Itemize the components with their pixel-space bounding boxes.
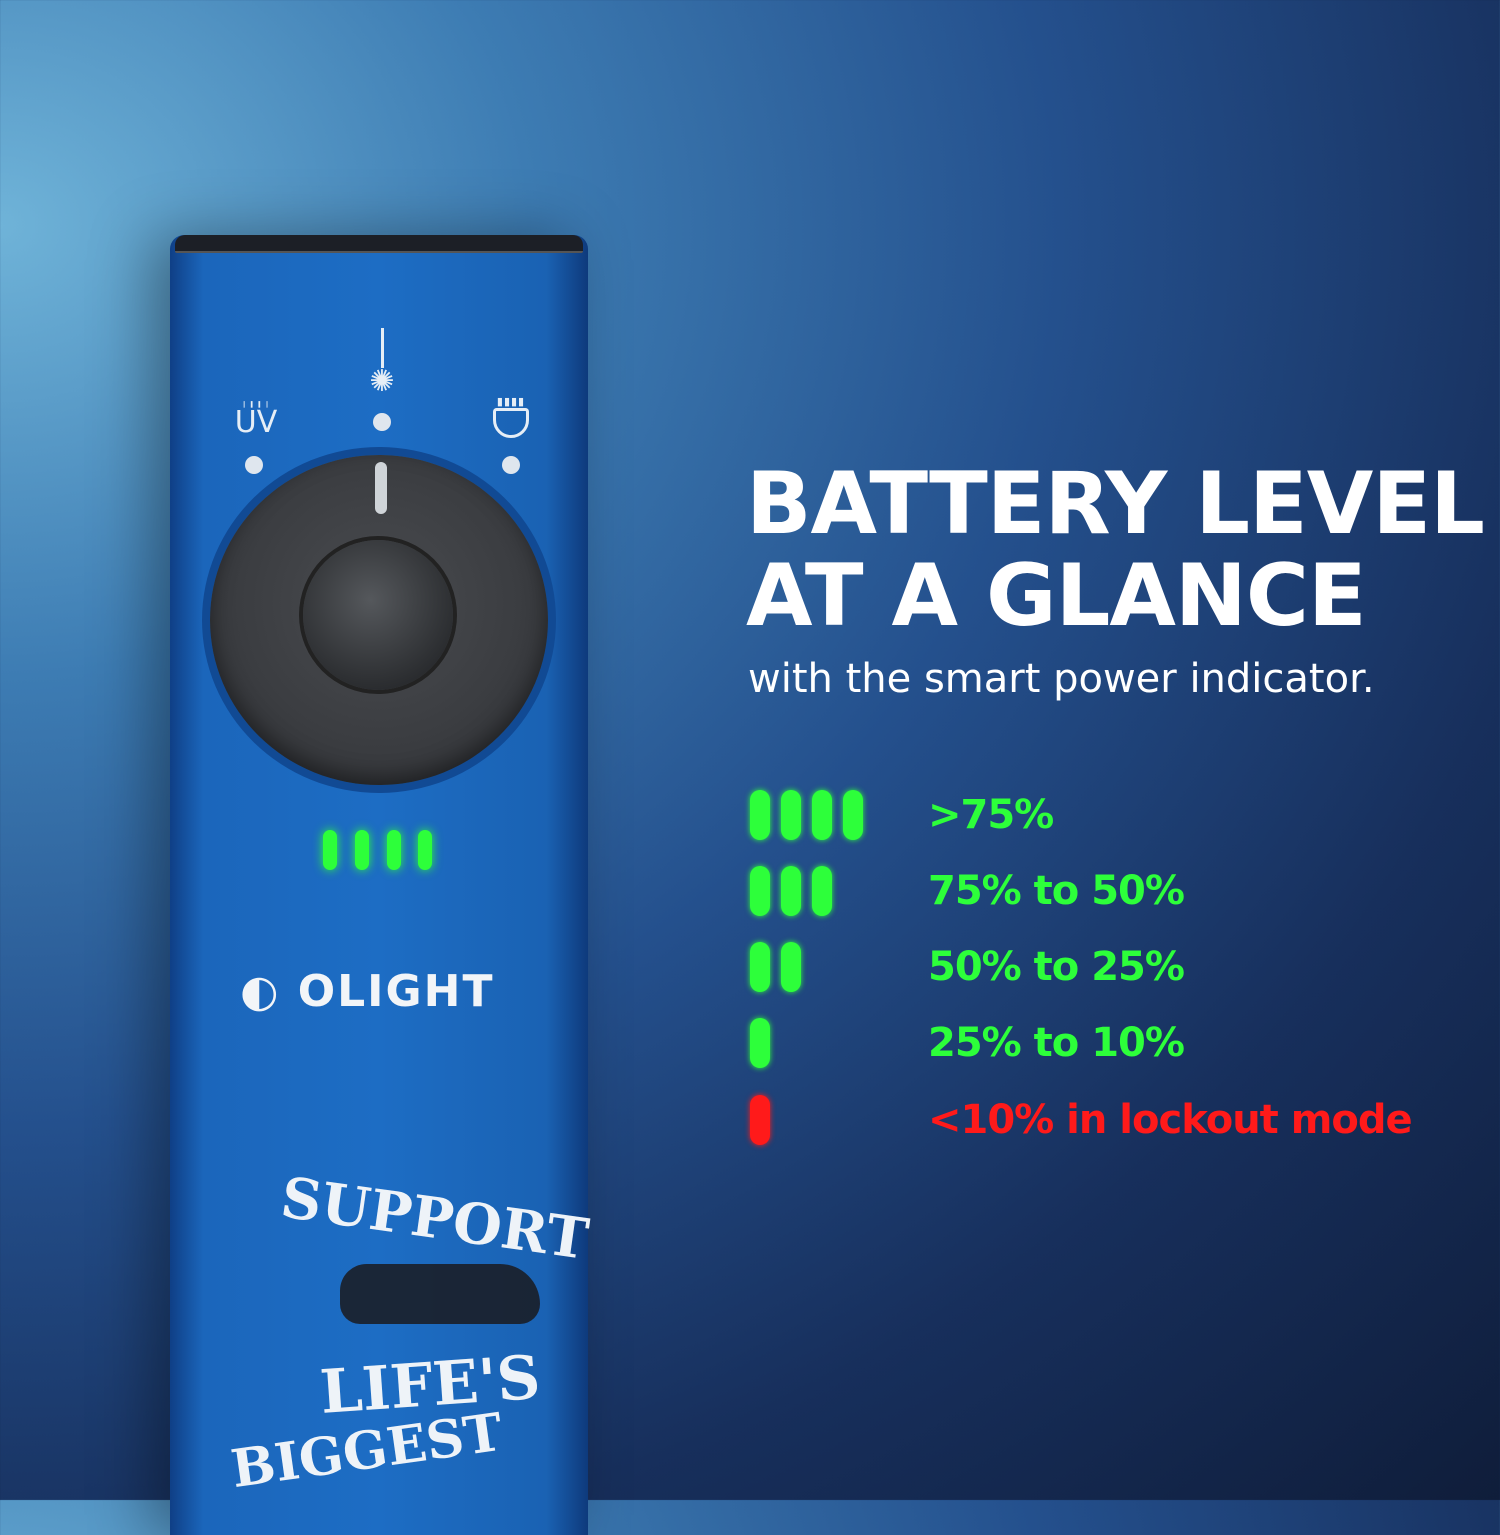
legend-row: 75% to 50%: [750, 866, 1450, 922]
dial-indicator-mark: [375, 462, 387, 514]
battery-bar-icon: [812, 866, 832, 916]
brand-logo-text: OLIGHT: [297, 966, 495, 1017]
legend-row: <10% in lockout mode: [750, 1095, 1450, 1151]
battery-bar-icon: [781, 942, 801, 992]
power-button[interactable]: [303, 540, 453, 690]
battery-bar-icon: [750, 866, 770, 916]
legend-label: >75%: [928, 792, 1054, 838]
laser-mode-dot: [373, 413, 391, 431]
battery-bar-icon: [843, 790, 863, 840]
indicator-led: [418, 830, 432, 870]
battery-bar-icon: [750, 1018, 770, 1068]
legend-row: 25% to 10%: [750, 1018, 1450, 1074]
dog-illustration: [340, 1264, 540, 1324]
headline: BATTERY LEVEL AT A GLANCE: [746, 454, 1485, 646]
subtitle: with the smart power indicator.: [748, 656, 1375, 702]
uv-light-icon: ╷╻╻╷ UV: [228, 396, 284, 438]
headline-line-2: AT A GLANCE: [746, 546, 1367, 646]
battery-bar-icon: [750, 942, 770, 992]
flood-light-icon: ▮▮▮▮: [488, 396, 534, 438]
uv-mode-dot: [245, 456, 263, 474]
legend-row: >75%: [750, 790, 1450, 846]
battery-bar-icon: [750, 1095, 770, 1145]
headline-line-1: BATTERY LEVEL: [746, 454, 1485, 554]
legend-label: 25% to 10%: [928, 1020, 1185, 1066]
brand-logo: ◐ OLIGHT: [240, 966, 495, 1017]
legend-label: 50% to 25%: [928, 944, 1185, 990]
uv-label: UV: [234, 405, 278, 440]
battery-bar-icon: [750, 790, 770, 840]
indicator-led: [323, 830, 337, 870]
flashlight-cap: [175, 235, 583, 253]
battery-bar-icon: [781, 790, 801, 840]
indicator-led: [355, 830, 369, 870]
legend-label: <10% in lockout mode: [928, 1097, 1413, 1143]
legend-row: 50% to 25%: [750, 942, 1450, 998]
laser-icon: ✺: [362, 328, 402, 397]
dog-artwork: SUPPORT LIFE'S BIGGEST: [227, 1164, 592, 1500]
battery-bar-icon: [812, 790, 832, 840]
battery-bar-icon: [781, 866, 801, 916]
flood-mode-dot: [502, 456, 520, 474]
legend-label: 75% to 50%: [928, 868, 1185, 914]
indicator-led: [387, 830, 401, 870]
